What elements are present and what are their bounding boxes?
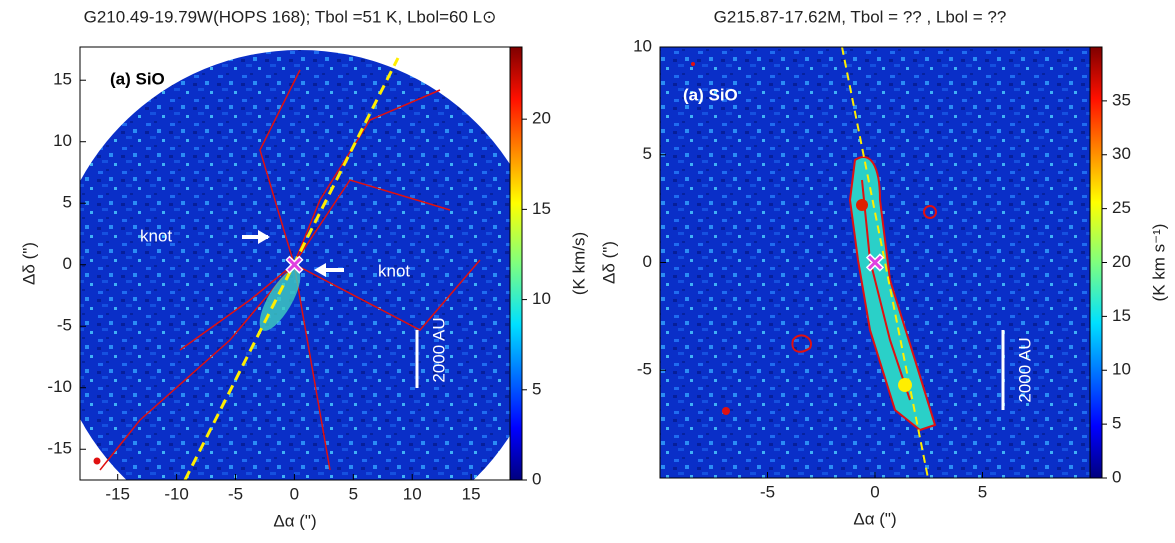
x-tick-label: 10 [403, 484, 422, 503]
x-tick-label: 15 [462, 484, 481, 503]
annotation: 2000 AU [1015, 337, 1034, 402]
y-tick-label: -15 [47, 439, 72, 458]
colorbar-tick-label: 15 [1112, 306, 1131, 325]
colorbar-tick-label: 30 [1112, 144, 1131, 163]
x-tick-label: -5 [228, 484, 243, 503]
y-tick-label: 5 [643, 144, 652, 163]
x-tick-label: -5 [760, 482, 775, 501]
y-tick-label: 0 [63, 254, 72, 273]
colorbar [509, 46, 523, 481]
colorbar [1089, 46, 1103, 479]
colorbar-tick-label: 35 [1112, 90, 1131, 109]
colorbar-tick-label: 5 [1112, 414, 1121, 433]
y-tick-label: 15 [53, 70, 72, 89]
x-tick-label: -15 [105, 484, 130, 503]
colorbar-tick-label: 25 [1112, 198, 1131, 217]
colorbar-label: (K km s⁻¹) [1149, 224, 1168, 302]
colorbar-tick-label: 0 [1112, 467, 1121, 486]
colorbar-tick-label: 5 [532, 379, 541, 398]
annotation: 2000 AU [429, 317, 448, 382]
annotation: (a) SiO [683, 85, 738, 104]
y-tick-label: 5 [63, 193, 72, 212]
panel-title: G215.87-17.62M, Tbol = ?? , Lbol = ?? [714, 7, 1007, 26]
y-tick-label: -5 [637, 360, 652, 379]
colorbar-label: (K km/s) [569, 232, 588, 295]
y-tick-label: -10 [47, 377, 72, 396]
y-tick-label: 10 [53, 131, 72, 150]
annotation: knot [378, 261, 410, 280]
colorbar-tick-label: 0 [532, 469, 541, 488]
x-tick-label: 0 [870, 482, 879, 501]
source-marker [867, 255, 883, 270]
x-axis-label: Δα (") [853, 509, 896, 528]
y-axis-label: Δδ (") [599, 241, 618, 284]
panel-title: G210.49-19.79W(HOPS 168); Tbol =51 K, Lb… [84, 7, 497, 26]
y-tick-label: -5 [57, 316, 72, 335]
colorbar-tick-label: 10 [532, 289, 551, 308]
colorbar-tick-label: 20 [532, 109, 551, 128]
colorbar-tick-label: 15 [532, 199, 551, 218]
y-tick-label: 0 [643, 252, 652, 271]
x-tick-label: 5 [978, 482, 987, 501]
colorbar-tick-label: 10 [1112, 360, 1131, 379]
x-tick-label: 5 [349, 484, 358, 503]
annotation: (a) SiO [110, 69, 165, 88]
y-tick-label: 10 [633, 36, 652, 55]
y-axis-label: Δδ (") [19, 242, 38, 285]
annotation: knot [140, 226, 172, 245]
x-tick-label: -10 [164, 484, 189, 503]
source-marker [287, 257, 302, 272]
x-tick-label: 0 [290, 484, 299, 503]
colorbar-tick-label: 20 [1112, 252, 1131, 271]
x-axis-label: Δα (") [273, 511, 316, 530]
